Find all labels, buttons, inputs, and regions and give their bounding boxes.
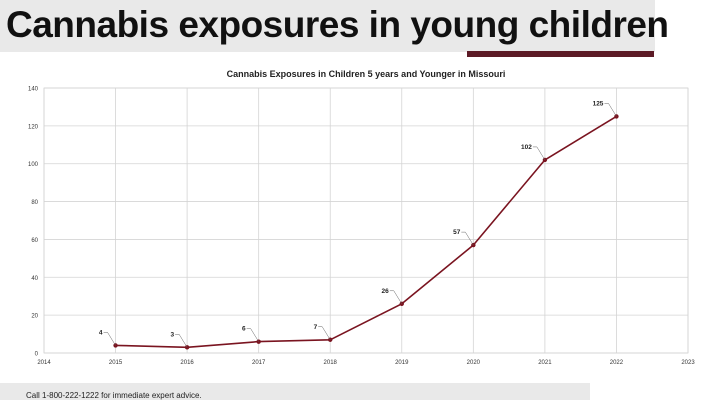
series-line	[115, 115, 617, 349]
y-tick-label: 60	[31, 238, 38, 244]
leader-line	[246, 328, 259, 342]
leader-line	[103, 332, 116, 346]
x-tick-label: 2018	[324, 360, 338, 366]
x-tick-label: 2014	[37, 360, 51, 366]
data-labels: 4 3 6 7 26 57 102 125	[99, 100, 617, 348]
x-tick-label: 2017	[252, 360, 266, 366]
y-tick-label: 100	[28, 162, 39, 168]
y-tick-label: 140	[28, 87, 39, 93]
grid	[43, 87, 689, 354]
leader-line	[461, 231, 474, 246]
footer-band	[0, 383, 590, 400]
data-label: 57	[453, 229, 461, 236]
title-band	[0, 0, 655, 52]
axes: 0 20 40 60 80 100 120 140 2014 2015 2016 2017 2018 20…	[28, 87, 695, 367]
footer-text: Call 1-800-222-1222 for immediate expert…	[26, 391, 202, 400]
x-tick-label: 2021	[538, 360, 552, 366]
leader-line	[318, 326, 331, 340]
data-label: 6	[242, 326, 246, 333]
leader-line	[175, 334, 188, 348]
data-label: 102	[521, 144, 532, 151]
leader-line	[532, 146, 546, 161]
x-tick-label: 2016	[180, 360, 194, 366]
chart-title: Cannabis Exposures in Children 5 years a…	[227, 69, 506, 79]
x-tick-label: 2015	[109, 360, 123, 366]
y-tick-label: 80	[31, 200, 38, 206]
x-tick-label: 2019	[395, 360, 409, 366]
y-tick-label: 20	[31, 314, 38, 320]
x-tick-label: 2020	[467, 360, 481, 366]
x-tick-label: 2023	[681, 360, 695, 366]
plot-frame	[43, 87, 689, 354]
x-tick-label: 2022	[610, 360, 624, 366]
series	[113, 114, 619, 350]
leader-line	[389, 290, 402, 304]
leader-line	[604, 103, 617, 117]
data-label: 26	[382, 288, 390, 295]
y-tick-label: 0	[35, 352, 39, 358]
title-accent-bar	[467, 51, 654, 57]
y-tick-label: 40	[31, 276, 38, 282]
y-tick-label: 120	[28, 124, 39, 130]
data-label: 7	[314, 324, 318, 331]
data-label: 3	[170, 331, 174, 338]
data-label: 4	[99, 329, 103, 336]
line-chart: Cannabis Exposures in Children 5 years a…	[28, 69, 695, 367]
data-label: 125	[593, 100, 604, 107]
slide-title: Cannabis exposures in young children	[6, 4, 669, 45]
